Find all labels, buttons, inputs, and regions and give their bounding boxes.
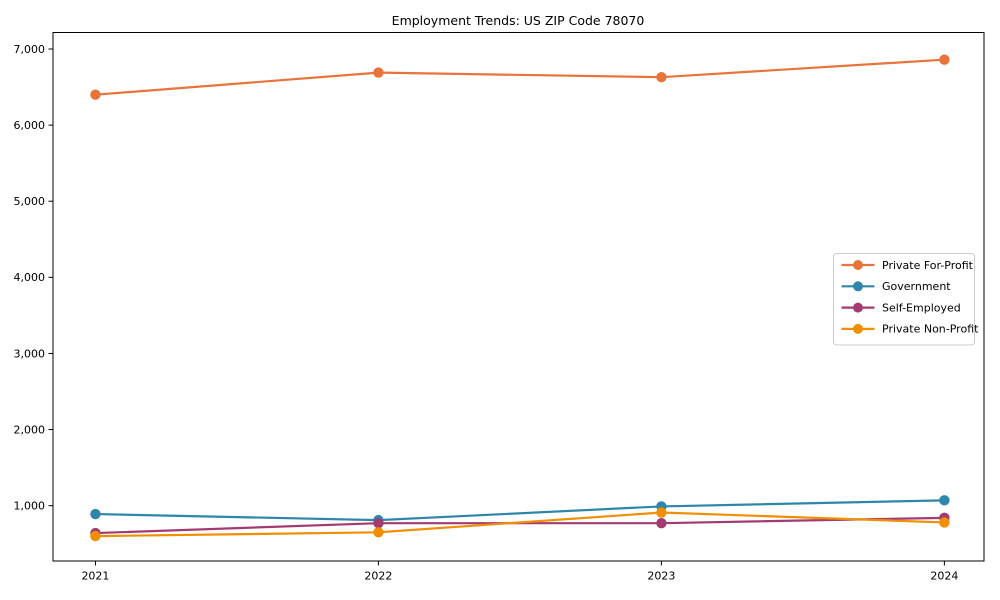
legend-marker-icon-government [853, 281, 863, 292]
legend-item-private-non-profit: Private Non-Profit [841, 323, 979, 336]
data-point-private-for-profit-2024 [939, 54, 950, 65]
data-point-self-employed-2023 [656, 517, 667, 529]
legend-marker-icon-private-for-profit [853, 260, 863, 270]
y-tick-label: 4,000 [14, 271, 46, 284]
y-tick-label: 7,000 [14, 43, 46, 56]
data-point-private-non-profit-2023 [656, 507, 667, 518]
legend-item-self-employed: Self-Employed [841, 301, 961, 314]
legend-marker-icon-self-employed [853, 302, 863, 313]
series-line-government [95, 499, 945, 522]
legend-item-private-for-profit: Private For-Profit [841, 259, 974, 272]
x-tick-label: 2021 [81, 570, 109, 583]
data-point-government-2021 [90, 508, 101, 520]
series-line-private-non-profit [95, 511, 945, 538]
y-tick-label: 5,000 [14, 195, 46, 208]
plot-border [52, 32, 985, 562]
data-point-private-for-profit-2023 [656, 71, 667, 83]
data-point-private-non-profit-2022 [373, 527, 384, 538]
series-line-private-for-profit [95, 58, 945, 96]
series-line-self-employed [95, 516, 945, 535]
data-point-government-2024 [939, 495, 950, 506]
y-tick-label: 2,000 [14, 423, 46, 436]
data-point-self-employed-2022 [373, 517, 384, 529]
legend-label-private-for-profit: Private For-Profit [882, 259, 974, 272]
legend-marker-icon-private-non-profit [853, 323, 863, 334]
x-tick-label: 2024 [930, 570, 958, 583]
chart-title: Employment Trends: US ZIP Code 78070 [392, 13, 645, 28]
legend-label-private-non-profit: Private Non-Profit [882, 323, 979, 336]
data-point-private-non-profit-2021 [90, 530, 101, 542]
y-tick-label: 1,000 [14, 499, 46, 512]
y-tick-label: 3,000 [14, 347, 46, 360]
legend-box [833, 253, 975, 346]
y-tick-label: 6,000 [14, 119, 46, 132]
x-tick-label: 2022 [364, 570, 392, 583]
data-point-private-for-profit-2022 [373, 67, 384, 78]
legend-label-self-employed: Self-Employed [882, 301, 961, 314]
legend-item-government: Government [841, 280, 951, 293]
x-tick-label: 2023 [647, 570, 675, 583]
data-point-private-for-profit-2021 [90, 89, 101, 100]
legend-label-government: Government [882, 280, 951, 293]
data-point-private-non-profit-2024 [939, 517, 950, 528]
